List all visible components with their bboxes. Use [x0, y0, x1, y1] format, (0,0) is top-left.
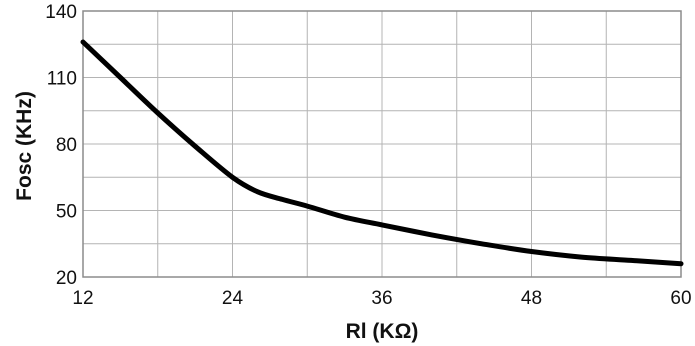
- y-tick-label: 20: [56, 268, 77, 289]
- x-tick-label: 24: [222, 288, 244, 309]
- grid-lines: [82, 10, 682, 278]
- x-tick-label: 48: [521, 288, 542, 309]
- y-tick-label: 110: [47, 69, 77, 90]
- x-tick-label: 60: [670, 288, 691, 309]
- y-axis-label: Fosc (KHz): [13, 91, 36, 201]
- x-axis-label: Rl (KΩ): [346, 320, 419, 343]
- y-tick-label: 140: [45, 2, 77, 23]
- series-line: [80, 39, 684, 267]
- y-tick-label: 50: [56, 202, 77, 223]
- x-axis-ticks: 12 24 36 48 60: [72, 288, 691, 309]
- y-axis-ticks: 20 50 80 110 140: [45, 2, 77, 289]
- y-tick-label: 80: [56, 135, 77, 156]
- x-tick-label: 12: [72, 288, 93, 309]
- plot-frame: [82, 10, 682, 278]
- x-tick-label: 36: [371, 288, 392, 309]
